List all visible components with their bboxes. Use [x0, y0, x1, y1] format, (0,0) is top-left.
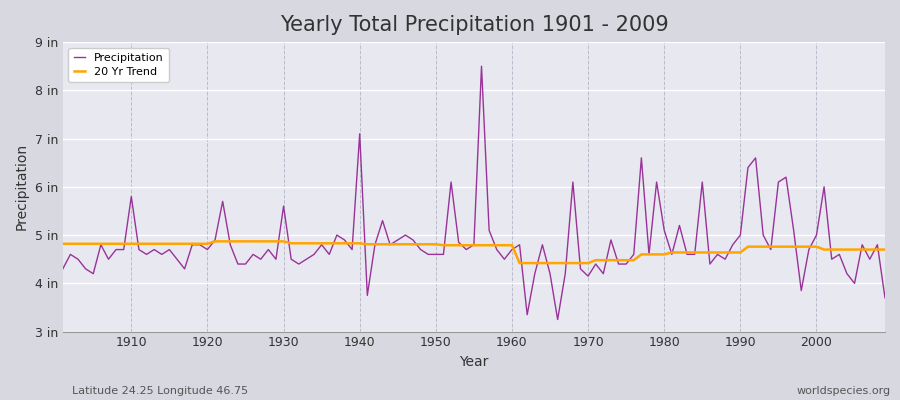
- X-axis label: Year: Year: [459, 355, 489, 369]
- Precipitation: [879, 296, 890, 300]
- 20 Yr Trend: [522, 261, 533, 266]
- Y-axis label: Precipitation: Precipitation: [15, 143, 29, 230]
- 20 Yr Trend: [339, 241, 350, 246]
- 20 Yr Trend: [514, 261, 525, 266]
- Legend: Precipitation, 20 Yr Trend: Precipitation, 20 Yr Trend: [68, 48, 169, 82]
- 20 Yr Trend: [210, 239, 220, 244]
- Precipitation: [553, 317, 563, 322]
- 20 Yr Trend: [293, 241, 304, 246]
- 20 Yr Trend: [507, 243, 517, 248]
- Text: Latitude 24.25 Longitude 46.75: Latitude 24.25 Longitude 46.75: [72, 386, 248, 396]
- 20 Yr Trend: [118, 241, 129, 246]
- Text: worldspecies.org: worldspecies.org: [796, 386, 891, 396]
- 20 Yr Trend: [613, 258, 624, 262]
- Line: 20 Yr Trend: 20 Yr Trend: [63, 241, 885, 263]
- Title: Yearly Total Precipitation 1901 - 2009: Yearly Total Precipitation 1901 - 2009: [280, 15, 669, 35]
- 20 Yr Trend: [879, 247, 890, 252]
- Precipitation: [476, 64, 487, 69]
- Precipitation: [514, 242, 525, 247]
- Precipitation: [331, 233, 342, 238]
- Precipitation: [286, 257, 297, 262]
- Precipitation: [507, 247, 517, 252]
- Precipitation: [118, 247, 129, 252]
- Precipitation: [58, 266, 68, 271]
- Line: Precipitation: Precipitation: [63, 66, 885, 320]
- 20 Yr Trend: [58, 241, 68, 246]
- Precipitation: [613, 262, 624, 266]
